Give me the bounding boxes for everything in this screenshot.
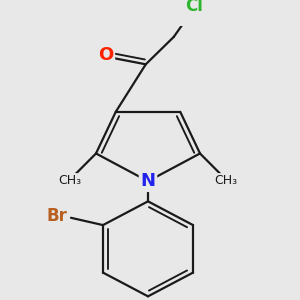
Text: CH₃: CH₃ (58, 174, 82, 188)
Text: O: O (98, 46, 113, 64)
Text: N: N (140, 172, 155, 190)
Text: Cl: Cl (185, 0, 203, 15)
Text: Br: Br (46, 207, 68, 225)
Text: CH₃: CH₃ (214, 174, 238, 188)
